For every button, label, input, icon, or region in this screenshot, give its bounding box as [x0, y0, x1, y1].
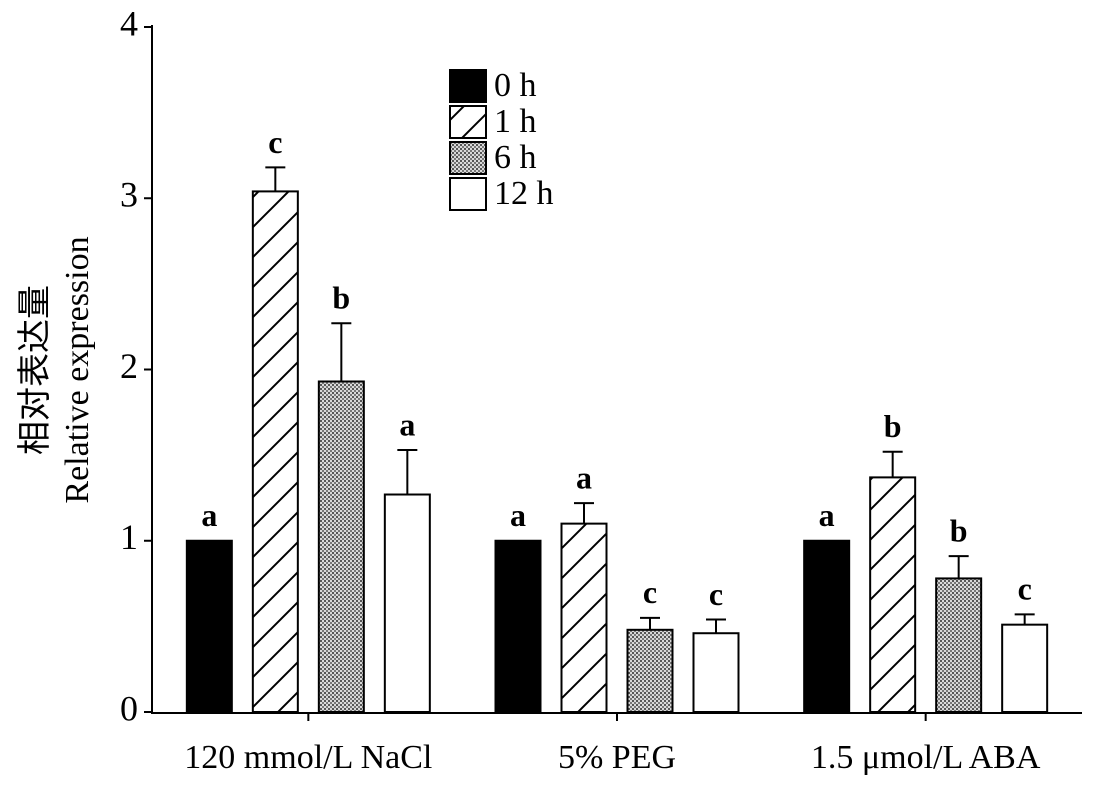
bar [1001, 623, 1049, 713]
x-tick-label: 5% PEG [558, 739, 676, 776]
bar [692, 632, 740, 713]
y-tick-label: 1 [120, 517, 138, 557]
legend-swatch [449, 177, 487, 211]
significance-label: b [332, 280, 350, 316]
x-tick-label: 120 mmol/L NaCl [184, 739, 432, 776]
significance-label: a [510, 497, 526, 533]
y-axis-label: Relative expression [59, 236, 96, 503]
legend-label: 0 h [494, 67, 537, 104]
bar [803, 539, 851, 713]
y-tick-label: 4 [120, 3, 138, 43]
bar [869, 476, 917, 714]
significance-label: a [399, 406, 415, 442]
significance-label: c [709, 576, 723, 612]
bar [383, 493, 431, 714]
y-tick-label: 0 [120, 688, 138, 728]
significance-label: a [576, 459, 592, 495]
bar [560, 522, 608, 713]
significance-label: a [201, 497, 217, 533]
bar [251, 190, 299, 713]
legend-label: 12 h [494, 175, 554, 212]
significance-label: c [643, 574, 657, 610]
bar [626, 628, 674, 713]
significance-label: b [950, 513, 968, 549]
significance-label: a [819, 497, 835, 533]
bar [494, 539, 542, 713]
significance-label: b [884, 408, 902, 444]
legend-swatch [449, 141, 487, 175]
significance-label: c [268, 124, 282, 160]
legend-label: 1 h [494, 103, 537, 140]
bar [935, 577, 983, 713]
significance-label: c [1018, 571, 1032, 607]
bar [185, 539, 233, 713]
legend-swatch [449, 105, 487, 139]
legend-swatch [449, 69, 487, 103]
bar [317, 380, 365, 713]
legend-label: 6 h [494, 139, 537, 176]
y-axis-label: 相对表达量 [16, 285, 54, 455]
y-tick-label: 2 [120, 346, 138, 386]
y-tick-label: 3 [120, 175, 138, 215]
x-tick-label: 1.5 μmol/L ABA [811, 739, 1041, 776]
